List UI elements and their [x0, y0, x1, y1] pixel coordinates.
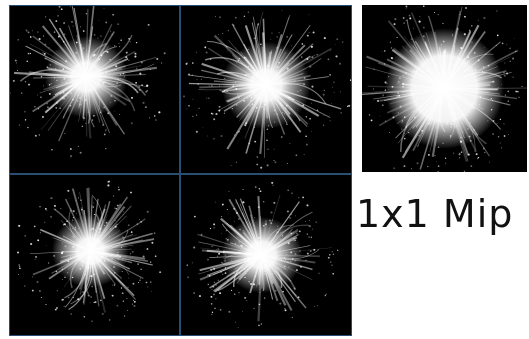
burst-image-bottom-left	[10, 175, 179, 335]
burst-image-top-right	[181, 6, 351, 173]
burst-image-top-left	[10, 6, 179, 173]
mip-2x2-grid	[9, 5, 352, 336]
burst-image-1x1-mip	[362, 5, 527, 172]
burst-image-bottom-right	[181, 175, 351, 335]
mip-level-label: 1x1 Mip	[356, 192, 514, 236]
